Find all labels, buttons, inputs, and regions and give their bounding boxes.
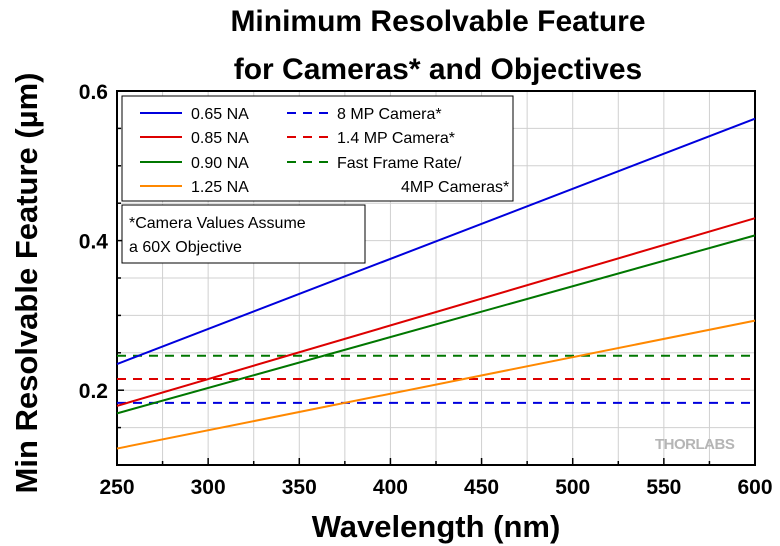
y-axis-label: Min Resolvable Feature (µm)	[9, 73, 44, 494]
legend-label: 0.90 NA	[191, 155, 249, 172]
legend-label: 8 MP Camera*	[337, 106, 442, 123]
series-group	[116, 117, 756, 450]
y-tick-label: 0.2	[79, 380, 108, 403]
legend-label: 0.65 NA	[191, 106, 249, 123]
y-tick-label: 0.4	[79, 231, 109, 254]
x-axis-label: Wavelength (nm)	[312, 509, 561, 544]
x-tick-labels: 250 300 350 400 450 500 550 600	[99, 476, 772, 499]
x-tick-label: 450	[464, 476, 499, 499]
x-tick-label: 400	[373, 476, 408, 499]
y-tick-labels: 0.2 0.4 0.6	[79, 81, 109, 403]
legend-label: 1.25 NA	[191, 179, 249, 196]
camera-note-line-1: *Camera Values Assume	[129, 215, 306, 232]
series-line-0-85-na	[116, 217, 756, 407]
series-line-0-90-na	[116, 234, 756, 415]
x-tick-label: 250	[99, 476, 134, 499]
legend: 0.65 NA 0.85 NA 0.90 NA 1.25 NA 8 MP Camera*…	[121, 95, 514, 202]
x-tick-label: 550	[646, 476, 681, 499]
camera-note: *Camera Values Assume a 60X Objective	[121, 204, 366, 264]
legend-label: 1.4 MP Camera*	[337, 130, 455, 147]
series-line-1-25-na	[116, 319, 756, 450]
x-tick-label: 500	[555, 476, 590, 499]
y-tick-label: 0.6	[79, 81, 108, 104]
x-tick-label: 600	[737, 476, 772, 499]
axis-ticks	[116, 90, 756, 466]
chart-title-line-2: for Cameras* and Objectives	[234, 53, 643, 86]
thorlabs-logo: THORLABS	[655, 436, 735, 453]
x-tick-label: 350	[282, 476, 317, 499]
legend-label: 0.85 NA	[191, 130, 249, 147]
camera-note-line-2: a 60X Objective	[129, 239, 242, 256]
camera-note-box	[121, 204, 366, 264]
x-tick-label: 300	[191, 476, 226, 499]
series-line-0-65-na	[116, 117, 756, 365]
legend-box	[121, 95, 514, 202]
legend-label: Fast Frame Rate/	[337, 155, 462, 172]
legend-label: 4MP Cameras*	[401, 179, 509, 196]
chart-title-line-1: Minimum Resolvable Feature	[230, 5, 645, 38]
